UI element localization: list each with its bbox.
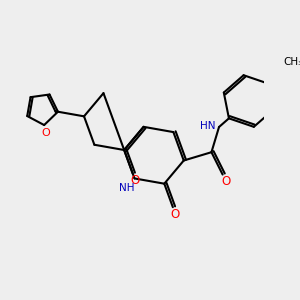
Text: O: O <box>41 128 50 138</box>
Text: O: O <box>130 174 140 187</box>
Text: O: O <box>221 175 231 188</box>
Text: O: O <box>171 208 180 220</box>
Text: CH₃: CH₃ <box>284 57 300 67</box>
Text: NH: NH <box>119 182 135 193</box>
Text: HN: HN <box>200 121 215 131</box>
